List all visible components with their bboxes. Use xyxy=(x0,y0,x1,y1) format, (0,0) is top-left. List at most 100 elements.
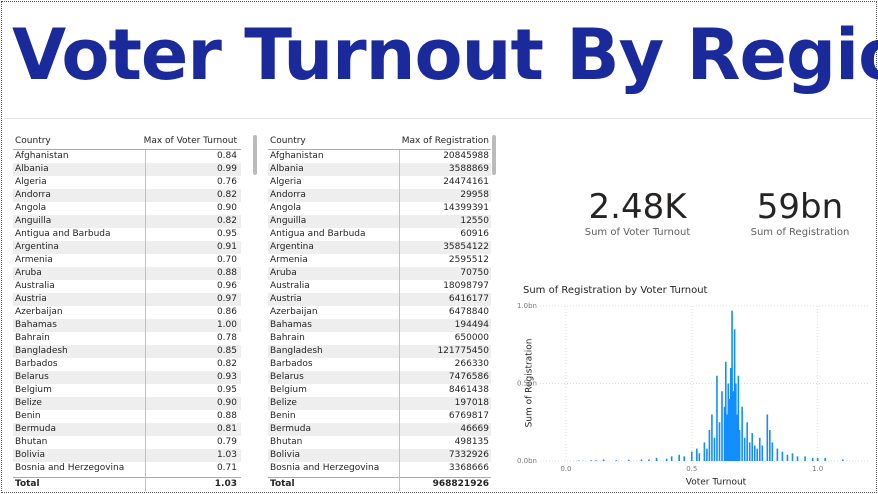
cell: 0.82 xyxy=(216,190,237,200)
table-row: Bahamas 1.00 xyxy=(13,319,241,332)
cell: 0.78 xyxy=(216,333,237,343)
cell: 0.99 xyxy=(216,164,237,174)
table-row: Belize 0.90 xyxy=(13,397,241,410)
bar xyxy=(758,437,761,461)
cell: 0.88 xyxy=(216,268,237,278)
cell: Aruba xyxy=(15,268,42,278)
table: Country Max of Voter Turnout Afghanistan 0.… xyxy=(13,133,241,491)
cell: Bosnia and Herzegovina xyxy=(270,463,380,473)
cell: 24474161 xyxy=(443,177,489,187)
table-row: Afghanistan 0.84 xyxy=(13,150,241,163)
table-row: Algeria 24474161 xyxy=(268,176,491,189)
bar xyxy=(708,430,711,461)
cell: 0.86 xyxy=(216,307,237,317)
bar xyxy=(716,375,718,461)
bar xyxy=(738,430,741,461)
cell: 6416177 xyxy=(448,294,489,304)
cell: Benin xyxy=(15,411,41,421)
bar xyxy=(640,459,643,461)
table-row: Australia 18098797 xyxy=(268,280,491,293)
bar xyxy=(737,375,740,461)
cell: 0.82 xyxy=(216,359,237,369)
bar xyxy=(824,457,827,461)
bar xyxy=(723,406,726,461)
table-row: Aruba 0.88 xyxy=(13,267,241,280)
cell: Australia xyxy=(15,281,55,291)
y-tick-label: 1.0bn xyxy=(517,302,537,310)
x-tick-label: 0.5 xyxy=(686,465,697,473)
bar xyxy=(816,457,819,461)
table-row: Bahrain 0.78 xyxy=(13,332,241,345)
cell: Algeria xyxy=(270,177,302,187)
bar xyxy=(728,399,731,461)
table-row: Bolivia 7332926 xyxy=(268,449,491,462)
cell: Anguilla xyxy=(15,216,52,226)
bar xyxy=(713,437,716,461)
cell: Country xyxy=(270,136,306,146)
table-row: Benin 6769817 xyxy=(268,410,491,423)
cell: 2595512 xyxy=(448,255,489,265)
cell: 70750 xyxy=(460,268,489,278)
cell: 35854122 xyxy=(443,242,489,252)
x-tick-label: 0.0 xyxy=(560,465,571,473)
table: Country Max of Registration Afghanistan 208… xyxy=(268,133,491,491)
cell: Algeria xyxy=(15,177,47,187)
cell: Belgium xyxy=(270,385,307,395)
cell: Barbados xyxy=(270,359,313,369)
bar xyxy=(746,422,748,461)
cell: 0.90 xyxy=(216,398,237,408)
cell: 0.88 xyxy=(216,411,237,421)
bar xyxy=(698,453,701,461)
table-row: Bosnia and Herzegovina 3368666 xyxy=(268,462,491,475)
cell: Antigua and Barbuda xyxy=(15,229,111,239)
table-row: Bahrain 650000 xyxy=(268,332,491,345)
scrollbar[interactable] xyxy=(492,135,496,175)
cell: Austria xyxy=(15,294,47,304)
kpi-card: 59bn Sum of Registration xyxy=(740,187,860,238)
kpi-value: 2.48K xyxy=(588,187,687,227)
table-row: Austria 6416177 xyxy=(268,293,491,306)
cell: 14399391 xyxy=(443,203,489,213)
cell: Bangladesh xyxy=(15,346,68,356)
bar xyxy=(648,459,650,461)
cell: Belgium xyxy=(15,385,52,395)
table-row: Barbados 0.82 xyxy=(13,358,241,371)
chart-title: Sum of Registration by Voter Turnout xyxy=(523,285,708,296)
bar xyxy=(743,437,746,461)
cell: Bhutan xyxy=(270,437,303,447)
cell: Total xyxy=(15,479,40,489)
bar xyxy=(683,456,686,461)
bar xyxy=(590,460,592,461)
bar xyxy=(733,329,736,461)
cell: 0.91 xyxy=(216,242,237,252)
table-row: Angola 14399391 xyxy=(268,202,491,215)
cell: Bahrain xyxy=(270,333,305,343)
cell: 0.76 xyxy=(216,177,237,187)
cell: 20845988 xyxy=(443,151,489,161)
cell: 650000 xyxy=(454,333,489,343)
bar xyxy=(769,430,771,461)
table-row: Austria 0.97 xyxy=(13,293,241,306)
table-total: Total 1.03 xyxy=(13,477,241,491)
table-row: Bhutan 0.79 xyxy=(13,436,241,449)
bar xyxy=(771,442,774,461)
bar xyxy=(796,456,799,461)
cell: 266330 xyxy=(454,359,489,369)
cell: 8461438 xyxy=(448,385,489,395)
cell: 0.79 xyxy=(216,437,237,447)
y-tick-label: 0.0bn xyxy=(517,457,537,465)
bar xyxy=(711,414,713,461)
cell: Belize xyxy=(15,398,42,408)
table-header: Country Max of Voter Turnout xyxy=(13,133,241,150)
bar xyxy=(628,459,630,461)
cell: Bolivia xyxy=(270,450,301,460)
cell: Andorra xyxy=(270,190,306,200)
cell: Aruba xyxy=(270,268,297,278)
bar xyxy=(781,451,784,461)
cell: Max of Voter Turnout xyxy=(143,136,237,146)
bar xyxy=(670,456,673,461)
cell: 0.71 xyxy=(216,463,237,473)
scrollbar[interactable] xyxy=(253,135,257,175)
cell: 498135 xyxy=(454,437,489,447)
